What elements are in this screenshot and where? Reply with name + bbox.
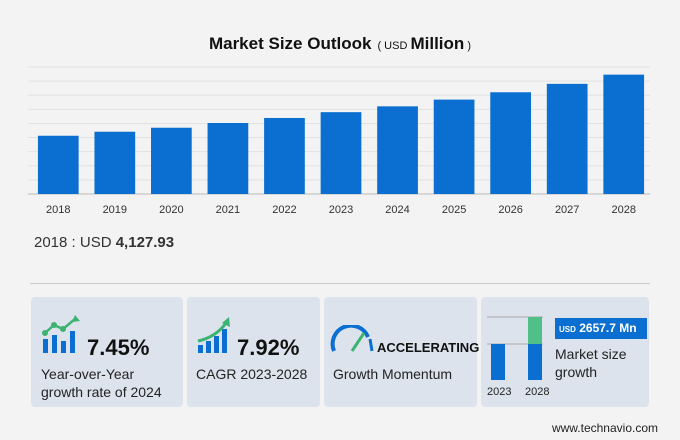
momentum-label: Growth Momentum [333,366,453,382]
x-tick-label: 2027 [555,204,579,216]
x-tick-label: 2025 [442,204,466,216]
footer-url: www.technavio.com [551,421,658,435]
growth-label: Market size growth [555,346,627,380]
cagr-value: 7.92% [237,335,300,360]
bar-2023 [320,112,362,194]
x-tick-label: 2022 [272,204,296,216]
x-tick-label: 2021 [216,204,240,216]
x-tick-label: 2018 [46,204,70,216]
bar-2018 [37,135,79,194]
divider [30,283,650,284]
card-market-growth: 2023 2028 USD 2657.7 Mn Market size growt… [481,297,649,407]
bar-2021 [207,122,249,194]
card-yoy: 7.45% Year-over-Year growth rate of 2024 [31,297,183,407]
x-tick-label: 2028 [611,204,635,216]
stacked-bar-icon [487,316,543,380]
bar-growth-icon [42,315,80,353]
bar-2022 [264,117,305,194]
x-tick-label: 2019 [103,204,127,216]
rising-bars-arrow-icon [197,317,230,353]
bar-2020 [151,127,192,194]
speedometer-icon [330,325,374,352]
card-momentum: ACCELERATING Growth Momentum [324,297,480,407]
x-tick-label: 2026 [498,204,522,216]
bar-2028 [603,74,645,194]
cagr-label: CAGR 2023-2028 [196,366,308,382]
bar-2027 [546,83,588,194]
yoy-value: 7.45% [87,335,150,360]
year-start: 2023 [487,386,512,398]
bar-2026 [490,92,531,194]
momentum-value: ACCELERATING [377,340,480,355]
chart-title: Market Size Outlook( USD Million ) [208,34,472,53]
bar-chart: 2018 2019 2020 2021 2022 2023 2024 2025 2026 2027… [28,66,650,216]
x-tick-label: 2024 [385,204,409,216]
x-tick-label: 2023 [329,204,353,216]
bar-2024 [377,106,418,194]
bar-2019 [94,131,136,194]
growth-badge: USD 2657.7 Mn [555,318,647,339]
card-cagr: 7.92% CAGR 2023-2028 [187,297,320,407]
yoy-label: Year-over-Year growth rate of 2024 [41,366,162,400]
bar-2025 [433,99,475,194]
x-tick-label: 2020 [159,204,183,216]
year-end: 2028 [525,386,550,398]
base-year-note: 2018 : USD 4,127.93 [34,234,175,251]
